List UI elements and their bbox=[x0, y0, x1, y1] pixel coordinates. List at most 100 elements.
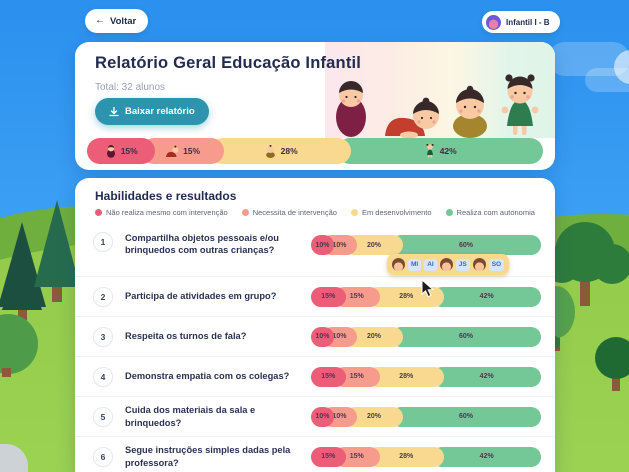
skill-question: Respeita os turnos de fala? bbox=[125, 331, 247, 342]
skill-row: 4 Demonstra empatia com os colegas? 15% 1… bbox=[75, 356, 555, 396]
bar-segment[interactable]: 42% bbox=[432, 286, 541, 307]
bar-segment[interactable]: 20% bbox=[345, 406, 403, 427]
bar-percent: 60% bbox=[458, 413, 473, 420]
bar-segment[interactable]: 28% bbox=[368, 366, 445, 387]
bar-segment[interactable]: 20% bbox=[345, 235, 403, 255]
row-number: 4 bbox=[93, 366, 113, 387]
bar-segment[interactable]: 15% bbox=[311, 286, 346, 307]
legend-label: Em desenvolvimento bbox=[361, 208, 432, 217]
bar-percent: 10% bbox=[315, 333, 330, 340]
summary-segment-toddler-standing: 42% bbox=[337, 138, 543, 164]
class-badge-label: Infantil I - B bbox=[506, 17, 550, 27]
download-report-button[interactable]: Baixar relatório bbox=[95, 98, 209, 125]
bar-segment[interactable]: 10% bbox=[311, 326, 334, 347]
row-number: 6 bbox=[93, 446, 113, 467]
row-number: 3 bbox=[93, 326, 113, 347]
student-avatar bbox=[439, 258, 453, 271]
bar-percent: 28% bbox=[399, 453, 414, 460]
bar-percent: 10% bbox=[315, 413, 330, 420]
bar-percent: 28% bbox=[399, 293, 414, 300]
row-number: 1 bbox=[93, 232, 113, 252]
summary-segment-baby-swaddled: 15% bbox=[87, 138, 156, 164]
bar-segment[interactable]: 15% bbox=[333, 366, 380, 387]
result-bar: 15% 15% 28% 42% bbox=[311, 286, 541, 307]
summary-segment-baby-crawling: 15% bbox=[141, 138, 224, 164]
student-avatar bbox=[472, 258, 486, 271]
download-label: Baixar relatório bbox=[125, 106, 195, 117]
bar-percent: 15% bbox=[321, 293, 336, 300]
bar-segment[interactable]: 28% bbox=[368, 446, 445, 467]
baby-swaddled-icon bbox=[105, 144, 117, 158]
legend-item: Realiza com autonomia bbox=[445, 208, 535, 217]
pine-trees-icon bbox=[0, 200, 80, 377]
bar-percent: 20% bbox=[366, 413, 381, 420]
class-avatar-icon bbox=[486, 14, 501, 30]
bar-percent: 15% bbox=[349, 293, 364, 300]
bar-percent: 42% bbox=[479, 373, 494, 380]
bar-segment[interactable]: 15% bbox=[333, 286, 380, 307]
legend-label: Realiza com autonomia bbox=[456, 208, 535, 217]
skill-question: Participa de atividades em grupo? bbox=[125, 291, 277, 302]
bar-segment[interactable]: 42% bbox=[432, 366, 541, 387]
student-initials-chip[interactable]: MI bbox=[408, 258, 422, 271]
result-bar: 15% 15% 28% 42% bbox=[311, 366, 541, 387]
summary-percent: 28% bbox=[280, 146, 298, 156]
back-button[interactable]: ← Voltar bbox=[85, 9, 149, 33]
legend-item: Necessita de intervenção bbox=[241, 208, 337, 217]
class-selector-badge[interactable]: Infantil I - B bbox=[482, 11, 560, 33]
bar-percent: 10% bbox=[332, 241, 347, 249]
legend-dot-icon bbox=[350, 209, 358, 216]
result-bar: 10% 10% 20% 60% bbox=[311, 235, 541, 255]
section-heading: Habilidades e resultados bbox=[95, 189, 237, 203]
summary-percent: 15% bbox=[183, 146, 201, 156]
bar-percent: 10% bbox=[332, 413, 347, 420]
bar-segment[interactable]: 42% bbox=[432, 446, 541, 467]
bar-percent: 60% bbox=[458, 241, 473, 249]
legend-item: Não realiza mesmo com intervenção bbox=[95, 208, 228, 217]
baby-crawling-icon bbox=[165, 145, 179, 158]
student-initials-chip[interactable]: AI bbox=[424, 258, 437, 271]
skills-results-card: Habilidades e resultados Não realiza mes… bbox=[75, 178, 555, 472]
bar-percent: 42% bbox=[479, 453, 494, 460]
back-arrow-icon: ← bbox=[95, 15, 105, 26]
bar-percent: 15% bbox=[349, 373, 364, 380]
bar-percent: 42% bbox=[479, 293, 494, 300]
bar-percent: 28% bbox=[399, 373, 414, 380]
bar-segment[interactable]: 60% bbox=[391, 406, 541, 427]
skill-question: Cuida dos materiais da sala e brinquedos… bbox=[125, 405, 256, 428]
toddler-standing-icon bbox=[424, 144, 436, 158]
download-icon bbox=[109, 106, 119, 116]
bar-segment[interactable]: 60% bbox=[391, 326, 541, 347]
student-initials-chip[interactable]: SO bbox=[488, 258, 505, 271]
skill-row: 3 Respeita os turnos de fala? 10% 10% 20% 6… bbox=[75, 316, 555, 356]
bar-segment[interactable]: 20% bbox=[345, 326, 403, 347]
bar-segment[interactable]: 10% bbox=[311, 406, 334, 427]
legend-label: Necessita de intervenção bbox=[252, 208, 337, 217]
bar-segment[interactable]: 15% bbox=[333, 446, 380, 467]
student-avatar bbox=[392, 258, 405, 271]
student-initials-chip[interactable]: JS bbox=[455, 258, 470, 271]
result-bar: 10% 10% 20% 60% bbox=[311, 406, 541, 427]
bar-segment[interactable]: 15% bbox=[311, 446, 346, 467]
back-label: Voltar bbox=[110, 15, 137, 27]
summary-bar: 15% 15% 28% 42% bbox=[87, 138, 543, 164]
summary-percent: 42% bbox=[439, 146, 457, 156]
bar-segment[interactable]: 15% bbox=[311, 366, 346, 387]
row-number: 5 bbox=[93, 406, 113, 427]
bar-percent: 20% bbox=[366, 241, 381, 249]
skill-row: 2 Participa de atividades em grupo? 15% 1… bbox=[75, 276, 555, 316]
skill-row: 6 Segue instruções simples dadas pela pr… bbox=[75, 436, 555, 472]
babies-growth-illustration bbox=[336, 74, 539, 138]
bar-segment[interactable]: 10% bbox=[311, 235, 334, 255]
report-header-card: Relatório Geral Educação Infantil Total:… bbox=[75, 42, 555, 170]
bar-percent: 60% bbox=[458, 333, 473, 340]
result-bar: 10% 10% 20% 60% bbox=[311, 326, 541, 347]
bar-segment[interactable]: 60% bbox=[391, 235, 541, 255]
legend: Não realiza mesmo com intervenção Necessi… bbox=[95, 208, 535, 217]
bar-percent: 10% bbox=[315, 241, 330, 249]
skill-question: Segue instruções simples dadas pela prof… bbox=[125, 445, 291, 468]
legend-dot-icon bbox=[95, 209, 102, 216]
skill-question: Demonstra empatia com os colegas? bbox=[125, 371, 290, 382]
bar-percent: 10% bbox=[332, 333, 347, 340]
